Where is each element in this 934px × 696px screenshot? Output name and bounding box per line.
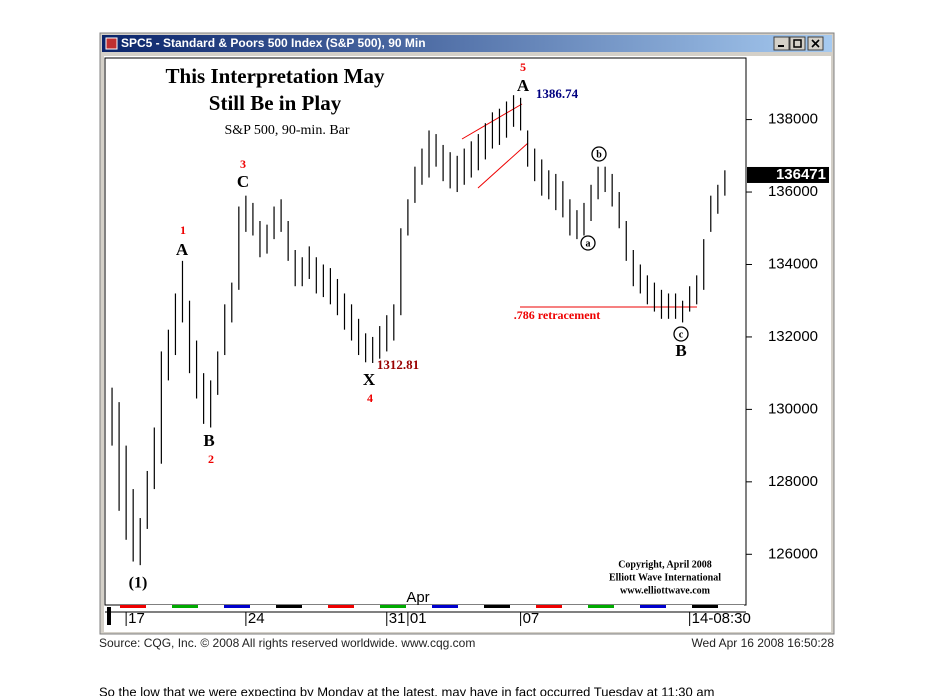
- x-tick-label: 24: [248, 610, 265, 627]
- copyright-line: Copyright, April 2008: [618, 559, 712, 570]
- window-buttons[interactable]: [773, 36, 824, 51]
- wave-label: b: [596, 149, 602, 160]
- x-tick-label: 01: [410, 610, 427, 627]
- wave-label: B: [203, 431, 214, 450]
- strip-segment: [146, 605, 172, 608]
- wave-label: A: [517, 76, 530, 95]
- strip-segment: [692, 605, 718, 608]
- strip-segment: [380, 605, 406, 608]
- y-tick-label: 128000: [768, 473, 818, 490]
- retracement-label: .786 retracement: [514, 308, 600, 322]
- wave-label: B: [675, 341, 686, 360]
- wave-label: 2: [208, 452, 214, 466]
- maximize-button[interactable]: [789, 36, 806, 51]
- annotations: 1 A B 2 3 C X 4 1312.81 5 A 1386.74 b a …: [129, 60, 689, 592]
- x-tick-label: 07: [523, 610, 540, 627]
- copyright-line: Elliott Wave International: [609, 572, 721, 583]
- x-tick-label: 17: [128, 610, 145, 627]
- strip-segment: [640, 605, 666, 608]
- strip-segment: [536, 605, 562, 608]
- copyright: Copyright, April 2008 Elliott Wave Inter…: [609, 559, 721, 596]
- copyright-line: www.elliottwave.com: [620, 585, 711, 596]
- wave-label: 4: [367, 391, 373, 405]
- timestamp: Wed Apr 16 2008 16:50:28: [691, 636, 834, 650]
- y-tick-label: 130000: [768, 400, 818, 417]
- body-text: So the low that we were expecting by Mon…: [99, 684, 714, 696]
- chart-subtitle: S&P 500, 90-min. Bar: [224, 123, 349, 138]
- strip-segment: [484, 605, 510, 608]
- app-icon: [105, 37, 118, 50]
- y-tick-label: 138000: [768, 111, 818, 128]
- session-strip: [120, 605, 744, 608]
- strip-segment: [328, 605, 354, 608]
- wave-label: c: [679, 329, 684, 340]
- scroll-marker: [107, 607, 111, 625]
- strip-segment: [614, 605, 640, 608]
- last-price-label: 136471: [776, 166, 826, 183]
- strip-segment: [198, 605, 224, 608]
- wave-label: C: [237, 172, 249, 191]
- strip-segment: [458, 605, 484, 608]
- strip-segment: [432, 605, 458, 608]
- strip-segment: [510, 605, 536, 608]
- minimize-button[interactable]: [773, 36, 790, 51]
- wave-label: 1: [180, 223, 186, 237]
- last-price-box: [747, 166, 829, 183]
- strip-segment: [406, 605, 432, 608]
- x-month-label: Apr: [406, 589, 429, 606]
- wave-label: X: [363, 370, 376, 389]
- wave-label: A: [176, 240, 189, 259]
- strip-segment: [250, 605, 276, 608]
- chart-title: Still Be in Play: [209, 91, 342, 115]
- title-bar: [102, 35, 832, 52]
- strip-segment: [562, 605, 588, 608]
- source-text: Source: CQG, Inc. © 2008 All rights rese…: [99, 636, 475, 650]
- y-tick-label: 136000: [768, 183, 818, 200]
- y-tick-label: 134000: [768, 255, 818, 272]
- strip-segment: [224, 605, 250, 608]
- window-title: SPC5 - Standard & Poors 500 Index (S&P 5…: [121, 36, 426, 50]
- x-tick-label: 14-08:30: [692, 610, 751, 627]
- plot-area: [104, 57, 747, 606]
- strip-segment: [666, 605, 692, 608]
- strip-segment: [276, 605, 302, 608]
- strip-segment: [172, 605, 198, 608]
- wave-label: a: [586, 238, 591, 249]
- strip-segment: [588, 605, 614, 608]
- price-label: 1312.81: [377, 357, 419, 372]
- price-label: 1386.74: [536, 86, 579, 101]
- x-tick-label: 31: [389, 610, 406, 627]
- strip-segment: [718, 605, 744, 608]
- chart-title: This Interpretation May: [166, 64, 385, 88]
- wave-label: (1): [129, 575, 148, 592]
- y-tick-label: 132000: [768, 328, 818, 345]
- y-tick-label: 126000: [768, 545, 818, 562]
- strip-segment: [302, 605, 328, 608]
- wave-label: 3: [240, 157, 246, 171]
- strip-segment: [120, 605, 146, 608]
- strip-segment: [354, 605, 380, 608]
- wave-label: 5: [520, 60, 526, 74]
